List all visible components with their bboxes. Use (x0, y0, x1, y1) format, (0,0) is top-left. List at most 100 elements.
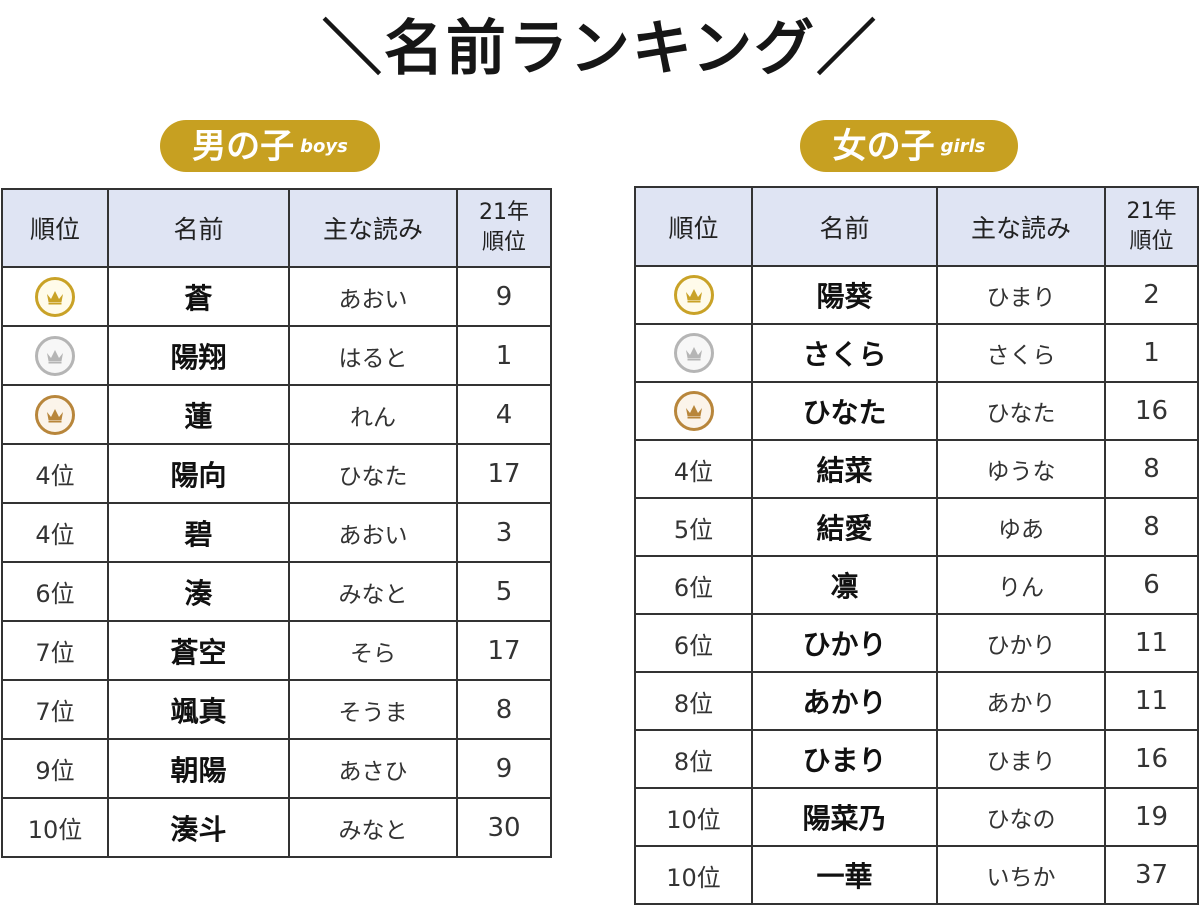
previous-rank-cell: 8 (1104, 497, 1199, 557)
table-row: 4位碧あおい 3 (1, 502, 552, 563)
table-row: 10位 湊斗 みなと 30 (1, 797, 552, 858)
name-cell: 蒼空 (107, 620, 290, 681)
rank-cell: 4位 (1, 443, 109, 504)
table-row: 蓮れん 4 (1, 384, 552, 445)
previous-rank-header-line1: 21年 (1126, 198, 1177, 224)
previous-rank-cell: 5 (456, 561, 552, 622)
rank-cell: 6位 (634, 555, 753, 615)
rank-cell: 10位 (1, 797, 109, 858)
rank-cell (1, 384, 109, 445)
reading-cell: れん (288, 384, 458, 445)
name-cell: 結愛 (751, 497, 938, 557)
rank-cell: 10位 (634, 787, 753, 847)
previous-rank-cell: 3 (456, 502, 552, 563)
boys-ranking-table: 順位 名前 主な読み 21年 順位 蒼あおい 9 陽翔 はると 1 蓮れん 4 4位 陽向 ひなた 1… (1, 188, 552, 858)
rank-cell (1, 325, 109, 386)
name-header: 名前 (107, 188, 290, 268)
previous-rank-cell: 30 (456, 797, 552, 858)
reading-cell: ひなの (936, 787, 1106, 847)
name-cell: 蒼 (107, 266, 290, 327)
rank-cell: 7位 (1, 620, 109, 681)
reading-cell: そら (288, 620, 458, 681)
rank-header: 順位 (1, 188, 109, 268)
table-row: 5位 結愛 ゆあ 8 (634, 497, 1199, 557)
name-cell: 朝陽 (107, 738, 290, 799)
gold-crown-icon (35, 276, 75, 317)
previous-rank-cell: 2 (1104, 265, 1199, 325)
crown-glyph (47, 349, 63, 363)
crown-glyph (47, 408, 63, 422)
rank-cell (634, 323, 753, 383)
name-cell: 凛 (751, 555, 938, 615)
reading-cell: そうま (288, 679, 458, 740)
reading-cell: はると (288, 325, 458, 386)
reading-cell: ゆうな (936, 439, 1106, 499)
reading-cell: あおい (288, 502, 458, 563)
name-cell: 一華 (751, 845, 938, 905)
previous-rank-cell: 8 (1104, 439, 1199, 499)
previous-rank-cell: 11 (1104, 613, 1199, 673)
table-row: ひなた ひなた 16 (634, 381, 1199, 441)
table-row: 陽葵 ひまり 2 (634, 265, 1199, 325)
table-row: 7位 颯真 そうま 8 (1, 679, 552, 740)
reading-cell: ひなた (936, 381, 1106, 441)
rank-cell: 9位 (1, 738, 109, 799)
table-row: 陽翔 はると 1 (1, 325, 552, 386)
silver-crown-icon (35, 335, 75, 376)
rank-cell (634, 265, 753, 325)
crown-glyph (47, 290, 63, 304)
previous-rank-cell: 17 (456, 443, 552, 504)
previous-rank-header: 21年 順位 (456, 188, 552, 268)
rank-cell (1, 266, 109, 327)
gold-crown-icon (673, 275, 714, 315)
page-title: ＼名前ランキング／ (321, 14, 879, 84)
reading-cell: ひかり (936, 613, 1106, 673)
table-header-row: 順位 名前 主な読み 21年 順位 (634, 186, 1199, 267)
name-cell: さくら (751, 323, 938, 383)
table-row: 蒼あおい 9 (1, 266, 552, 327)
girls-badge-label: 女の子 (832, 126, 935, 167)
crown-glyph (685, 289, 702, 303)
name-cell: あかり (751, 671, 938, 731)
table-row: 8位 あかり あかり 11 (634, 671, 1199, 731)
table-row: 10位 一華 いちか 37 (634, 845, 1199, 905)
rank-cell: 4位 (1, 502, 109, 563)
reading-cell: りん (936, 555, 1106, 615)
reading-cell: ひまり (936, 729, 1106, 789)
silver-crown-icon (673, 333, 714, 373)
previous-rank-cell: 4 (456, 384, 552, 445)
rank-cell: 10位 (634, 845, 753, 905)
rank-cell: 6位 (634, 613, 753, 673)
girls-ranking-table: 順位 名前 主な読み 21年 順位 陽葵 ひまり 2 さくら さくら 1 ひなた ひなた 16 4位… (634, 186, 1199, 905)
reading-cell: いちか (936, 845, 1106, 905)
name-cell: 颯真 (107, 679, 290, 740)
name-cell: 碧 (107, 502, 290, 563)
name-cell: 陽翔 (107, 325, 290, 386)
reading-header: 主な読み (288, 188, 458, 268)
boys-badge: 男の子 boys (160, 120, 380, 172)
previous-rank-cell: 9 (456, 266, 552, 327)
reading-cell: あかり (936, 671, 1106, 731)
previous-rank-cell: 8 (456, 679, 552, 740)
previous-rank-header: 21年順位 (1104, 186, 1199, 267)
name-cell: ひまり (751, 729, 938, 789)
table-row: 4位 陽向 ひなた 17 (1, 443, 552, 504)
table-row: 9位 朝陽 あさひ 9 (1, 738, 552, 799)
table-row: さくら さくら 1 (634, 323, 1199, 383)
table-row: 10位 陽菜乃 ひなの 19 (634, 787, 1199, 847)
previous-rank-cell: 16 (1104, 381, 1199, 441)
name-cell: 湊斗 (107, 797, 290, 858)
reading-cell: ひまり (936, 265, 1106, 325)
previous-rank-header-line2: 順位 (1129, 228, 1174, 254)
name-cell: ひなた (751, 381, 938, 441)
reading-cell: ひなた (288, 443, 458, 504)
reading-cell: みなと (288, 561, 458, 622)
rank-cell: 8位 (634, 729, 753, 789)
previous-rank-cell: 6 (1104, 555, 1199, 615)
previous-rank-cell: 19 (1104, 787, 1199, 847)
reading-header: 主な読み (936, 186, 1106, 267)
bronze-crown-icon (673, 391, 714, 431)
crown-glyph (685, 405, 702, 419)
rank-cell: 4位 (634, 439, 753, 499)
previous-rank-header-line2: 順位 (481, 230, 526, 255)
